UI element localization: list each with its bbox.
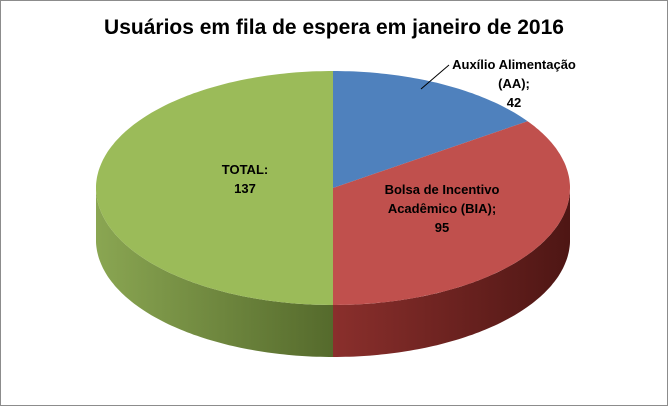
slice-0	[333, 71, 528, 188]
slice-side-1	[333, 188, 570, 357]
data-label-1: Bolsa de Incentivo Acadêmico (BIA); 95	[385, 182, 500, 235]
data-label-line: Acadêmico (BIA);	[388, 201, 496, 216]
slice-2	[96, 71, 333, 305]
slice-1	[333, 121, 570, 305]
data-label-line: Bolsa de Incentivo	[385, 182, 500, 197]
slice-side-2	[96, 188, 333, 357]
chart-title: Usuários em fila de espera em janeiro de…	[104, 16, 564, 39]
leader-line	[420, 64, 450, 90]
data-label-line: Auxílio Alimentação	[452, 57, 576, 72]
data-label-2: TOTAL: 137	[222, 162, 268, 196]
data-label-line: TOTAL:	[222, 162, 268, 177]
data-label-line: 42	[507, 95, 521, 110]
data-label-line: 95	[435, 220, 449, 235]
data-label-line: (AA);	[498, 76, 530, 91]
data-label-line: 137	[234, 181, 256, 196]
data-label-0: Auxílio Alimentação (AA); 42	[452, 57, 576, 110]
